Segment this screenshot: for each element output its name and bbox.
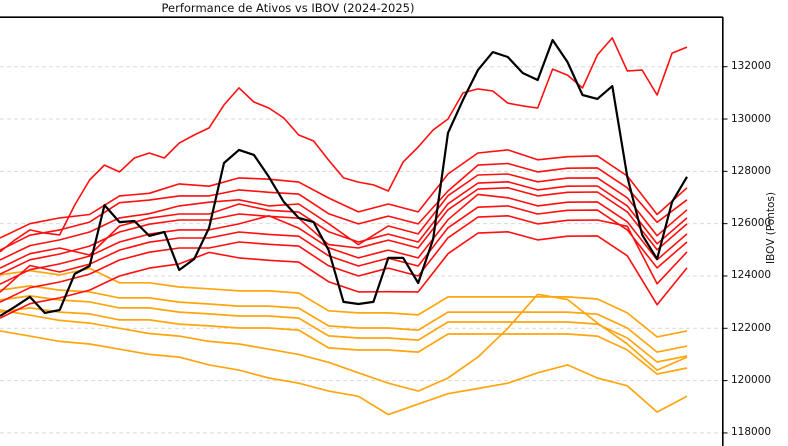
series-line-ativo-15 [0, 293, 688, 392]
series-line-ativo-7 [0, 193, 688, 285]
series-line-ibov [0, 38, 688, 317]
y-tick-label: 118000 [731, 426, 772, 439]
series-line-ativo-5 [0, 181, 688, 269]
y-tick-label: 132000 [731, 60, 772, 73]
series-line-ativo-4 [0, 173, 688, 261]
series-line-ativo-11 [0, 267, 688, 338]
series-line-ativo-8 [0, 205, 688, 293]
series-line-ativo-6 [0, 187, 688, 275]
series-line-ativo-12 [0, 285, 688, 353]
y-tick-label: 126000 [731, 217, 772, 230]
series-line-ativo-10 [0, 231, 688, 319]
series-line-ativo-14 [0, 307, 688, 375]
series-line-ativo-16 [0, 330, 688, 416]
series-line-ativo-9 [0, 215, 688, 303]
series-line-ativo-3 [0, 162, 688, 251]
y-tick-label: 120000 [731, 374, 772, 387]
y-tick-label: 128000 [731, 164, 772, 177]
series-line-ativo-13 [0, 295, 688, 363]
chart-title: Performance de Ativos vs IBOV (2024-2025… [161, 1, 415, 15]
y-tick-label: 124000 [731, 269, 772, 282]
series-line-ativo-1 [0, 37, 688, 253]
plot-area [0, 17, 723, 446]
y-tick-label: 130000 [731, 112, 772, 125]
series-line-ativo-2 [0, 149, 688, 239]
y-tick-label: 122000 [731, 321, 772, 334]
